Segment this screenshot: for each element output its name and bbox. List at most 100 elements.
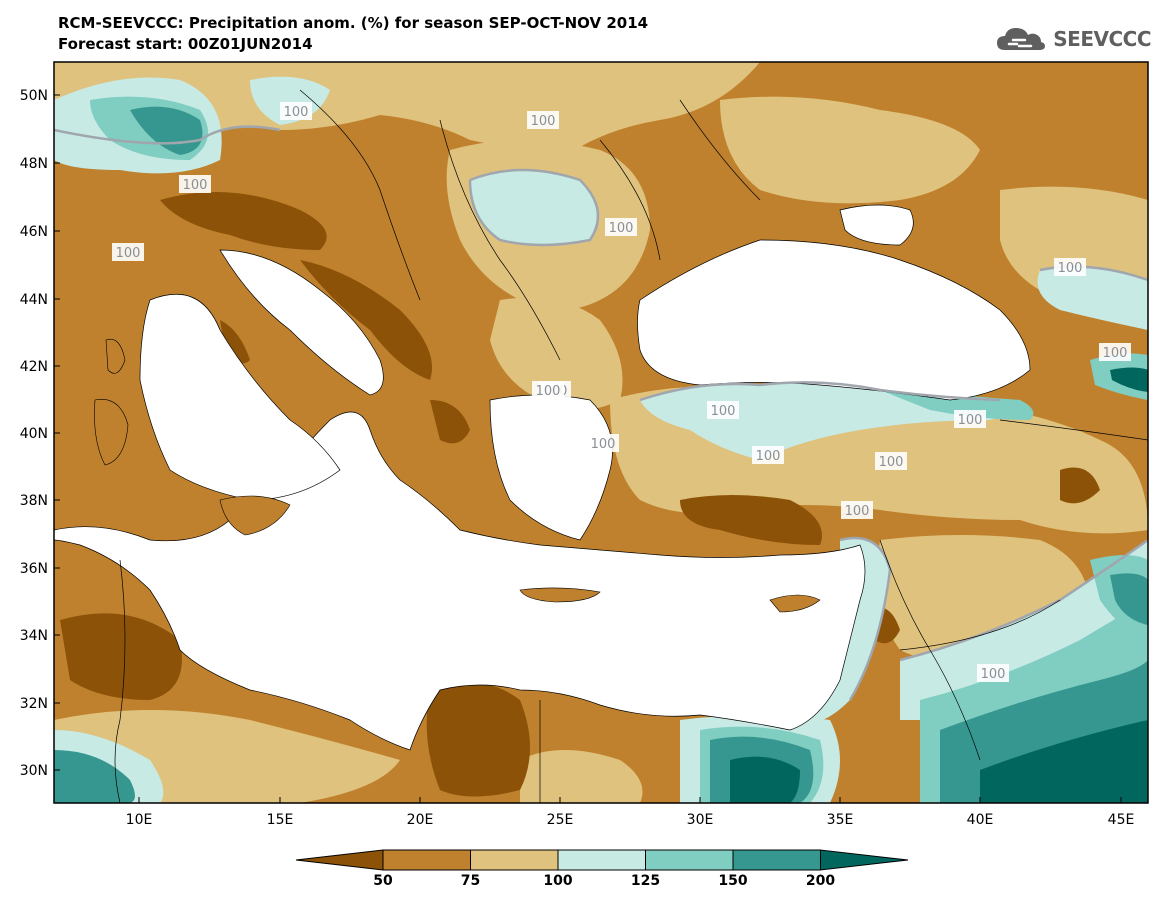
colorbar-level-label: 75 [460,873,481,889]
contour-line [899,538,1148,662]
lat-label: 48N [20,156,48,172]
aegean-sea [489,394,613,541]
lon-label: 35E [827,812,854,828]
contour-label-bg [841,501,873,519]
syria-very-wet [1110,573,1148,625]
cloud-icon [997,28,1046,50]
contour-line [54,125,281,145]
lon-label: 30E [687,812,714,828]
contour-label-bg [179,175,211,193]
sea-areas [54,204,1031,751]
sardinia [94,398,129,466]
colorbar-level-label: 200 [805,873,836,889]
mediterranean-sea [54,411,866,751]
contour-label-bg [954,410,986,428]
border-line [879,539,981,761]
greece-dry [430,400,470,444]
contour-label-bg [280,102,312,120]
map-title: RCM-SEEVCCC: Precipitation anom. (%) for… [58,14,649,32]
anomaly-fields [54,62,1148,803]
contour-label-bg [112,243,144,261]
contour-label-bg [707,401,739,419]
contour-label-bg [605,218,637,236]
contour-label-bg [752,446,784,464]
contour-label: 100 [845,504,870,519]
lon-label: 40E [967,812,994,828]
seevccc-logo: SEEVCCC [995,24,1151,54]
lat-label: 44N [20,292,48,308]
contour-label: 100 [116,246,141,261]
contour-label: 100 [756,449,781,464]
crete [519,587,601,603]
contour-100-lines [54,125,1148,701]
logo-text: SEEVCCC [1053,27,1151,51]
contour-label: 100 [591,437,616,452]
colorbar-level-label: 150 [718,873,748,889]
romania-bulgaria [490,297,623,410]
islands [94,338,821,613]
contour-label: 100 [536,384,561,399]
ukraine-east [720,96,980,204]
contour-label-bg [875,452,907,470]
contour-label-bg [527,111,559,129]
tunisia-dry [60,613,182,700]
lat-label: 40N [20,426,48,442]
tyrrhenian-adriatic-sea [139,293,341,501]
lat-label: 32N [20,696,48,712]
turkey-coast-wet [880,390,1034,420]
lat-label: 50N [20,88,48,104]
border-line [114,559,126,803]
west-libya-very-wet [54,750,135,803]
border-line [899,599,1061,651]
lon-label: 25E [547,812,574,828]
contour-label: 100 [711,404,736,419]
contour-label-bg [977,664,1009,682]
lat-label: 36N [20,561,48,577]
extreme-wet-regions [730,367,1148,803]
contour-line [639,381,1001,402]
romania-wet [470,170,598,245]
lat-label: 46N [20,224,48,240]
contour-label-bg [1099,343,1131,361]
contour-label: 100 [981,667,1006,682]
contour-label-bg [587,434,619,452]
cyprus [769,594,821,613]
contour-label: 100 [183,178,208,193]
contour-line [839,536,892,701]
arabia-extreme-wet [980,720,1148,803]
border-line [599,139,661,261]
lat-label: 38N [20,493,48,509]
border-line [439,119,561,361]
caucasus-wet [1037,266,1148,330]
contour-label: 100 [284,105,309,120]
contour-label: 100 [958,413,983,428]
black-sea [637,239,1031,401]
lon-label: 15E [267,812,294,828]
corsica [105,338,126,374]
border-line [999,419,1148,441]
sinai-extreme-wet [730,756,800,803]
southeast-turkey-dry [1060,467,1100,504]
colorbar-level-label: 125 [630,873,661,889]
turkey-south-dry [680,495,822,545]
alps-dry [160,192,327,250]
lat-label: 30N [20,763,48,779]
contour-label: 100 [531,114,556,129]
contour-label: 100 [1103,346,1128,361]
egypt-west [520,750,643,803]
azov-sea [839,204,914,246]
lon-label: 10E [126,812,153,828]
contour-label: 100 [609,221,634,236]
contour-labels: 100 100 100 100 100 100 100 100 100 100 100 100 100 1… [112,102,1131,682]
lon-label: 45E [1108,812,1135,828]
contour-label-bg [1054,258,1086,276]
country-borders [114,89,1148,803]
contour-line [1039,265,1148,282]
forecast-start-label: Forecast start: 00Z01JUN2014 [58,35,313,53]
sicily [219,495,291,536]
contour-line [468,168,600,247]
georgia-extreme-wet [1110,367,1148,392]
lat-label: 42N [20,359,48,375]
colorbar-level-label: 100 [543,873,573,889]
